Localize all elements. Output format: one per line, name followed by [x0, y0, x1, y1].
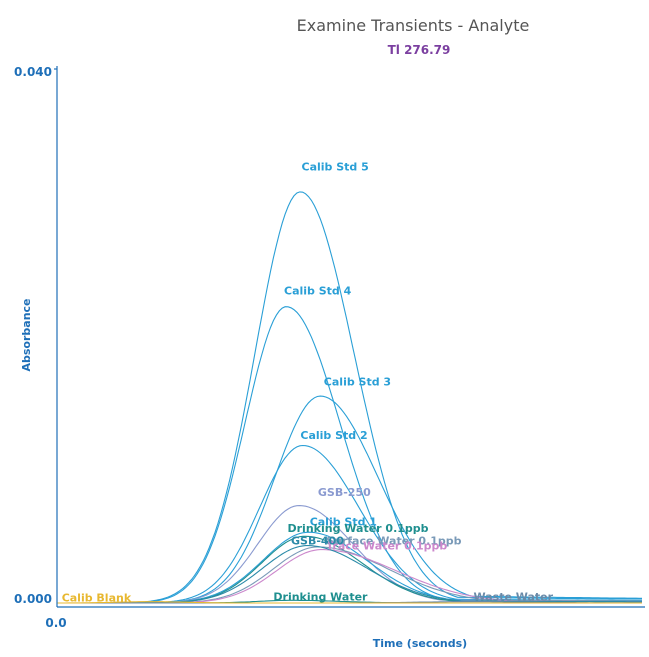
label-layer: Calib Std 5 Calib Std 4 Calib Std 3 Calib S…: [62, 161, 554, 605]
series-layer: [57, 191, 643, 604]
series-line-calib-std-5: [57, 191, 642, 604]
series-label-calib-std-1: Calib Std 1: [310, 516, 377, 529]
series-label-drinking-water-0-1ppb: Drinking Water 0.1ppb: [288, 522, 429, 535]
series-line-calib-std-3: [57, 395, 642, 604]
chart-title: Examine Transients - Analyte: [297, 16, 530, 35]
series-label-drinking-water: Drinking Water: [273, 590, 368, 603]
series-label-calib-blank: Calib Blank: [62, 592, 132, 605]
series-label-gsb-250: GSB-250: [318, 486, 371, 499]
y-axis-title: Absorbance: [20, 298, 33, 371]
series-line-calib-blank: [57, 601, 642, 604]
x-tick-origin: 0.0: [45, 616, 66, 630]
series-label-calib-std-2: Calib Std 2: [300, 429, 367, 442]
y-tick-bottom: 0.000: [14, 592, 52, 606]
x-axis-title: Time (seconds): [373, 637, 467, 650]
series-label-calib-std-5: Calib Std 5: [302, 161, 369, 174]
series-label-calib-std-3: Calib Std 3: [324, 375, 391, 388]
chart-subtitle: Tl 276.79: [388, 43, 451, 57]
series-label-calib-std-4: Calib Std 4: [284, 285, 352, 298]
series-label-gsb-400: GSB-400: [291, 534, 344, 547]
series-label-surface-water-0-1ppb: Surface Water 0.1ppb: [326, 534, 462, 547]
y-tick-top: 0.040: [14, 65, 52, 79]
series-label-trace-water-0-1ppb: Trace Water 0.1ppb: [326, 540, 447, 553]
series-label-waste-water: Waste Water: [474, 590, 554, 603]
